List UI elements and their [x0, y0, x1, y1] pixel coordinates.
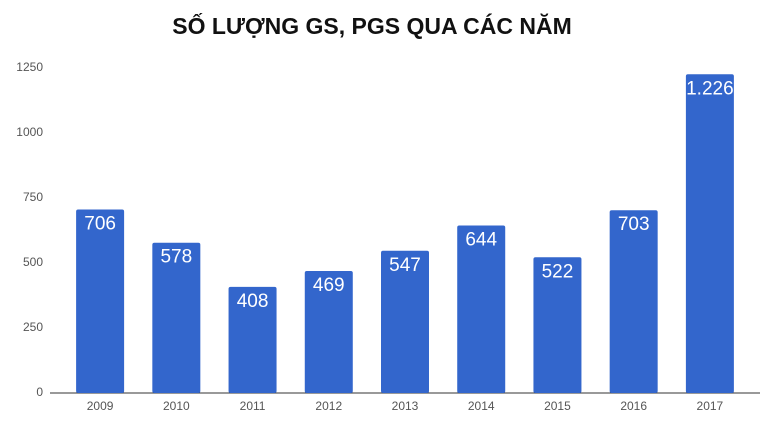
y-tick-label: 250 — [23, 320, 43, 334]
x-tick-label: 2012 — [315, 399, 342, 413]
x-tick-label: 2010 — [163, 399, 190, 413]
value-label: 408 — [237, 291, 269, 312]
bar — [381, 250, 429, 393]
bar — [609, 210, 658, 393]
y-tick-label: 1250 — [16, 60, 43, 74]
bar — [533, 257, 582, 393]
x-tick-label: 2016 — [620, 399, 647, 413]
value-label: 644 — [465, 230, 497, 251]
y-tick-label: 500 — [23, 255, 43, 269]
value-label: 706 — [84, 213, 116, 234]
value-label: 469 — [313, 275, 345, 296]
bar — [76, 209, 125, 393]
value-label: 1.226 — [686, 78, 734, 99]
x-tick-label: 2015 — [544, 399, 571, 413]
x-tick-label: 2011 — [240, 399, 266, 413]
x-tick-label: 2017 — [697, 399, 724, 413]
bar — [685, 74, 734, 394]
bar — [457, 225, 506, 393]
value-label: 578 — [160, 247, 192, 268]
bar — [304, 271, 353, 393]
x-tick-label: 2009 — [87, 399, 114, 413]
chart-title: SỐ LƯỢNG GS, PGS QUA CÁC NĂM — [172, 12, 571, 39]
y-tick-label: 1000 — [16, 125, 43, 139]
y-tick-label: 750 — [23, 190, 43, 204]
bar — [152, 242, 201, 393]
y-tick-label: 0 — [36, 385, 43, 399]
value-label: 522 — [542, 261, 574, 282]
bar — [228, 286, 277, 393]
x-tick-label: 2014 — [468, 399, 495, 413]
value-label: 703 — [618, 214, 650, 235]
x-tick-label: 2013 — [392, 399, 419, 413]
value-label: 547 — [389, 255, 421, 276]
